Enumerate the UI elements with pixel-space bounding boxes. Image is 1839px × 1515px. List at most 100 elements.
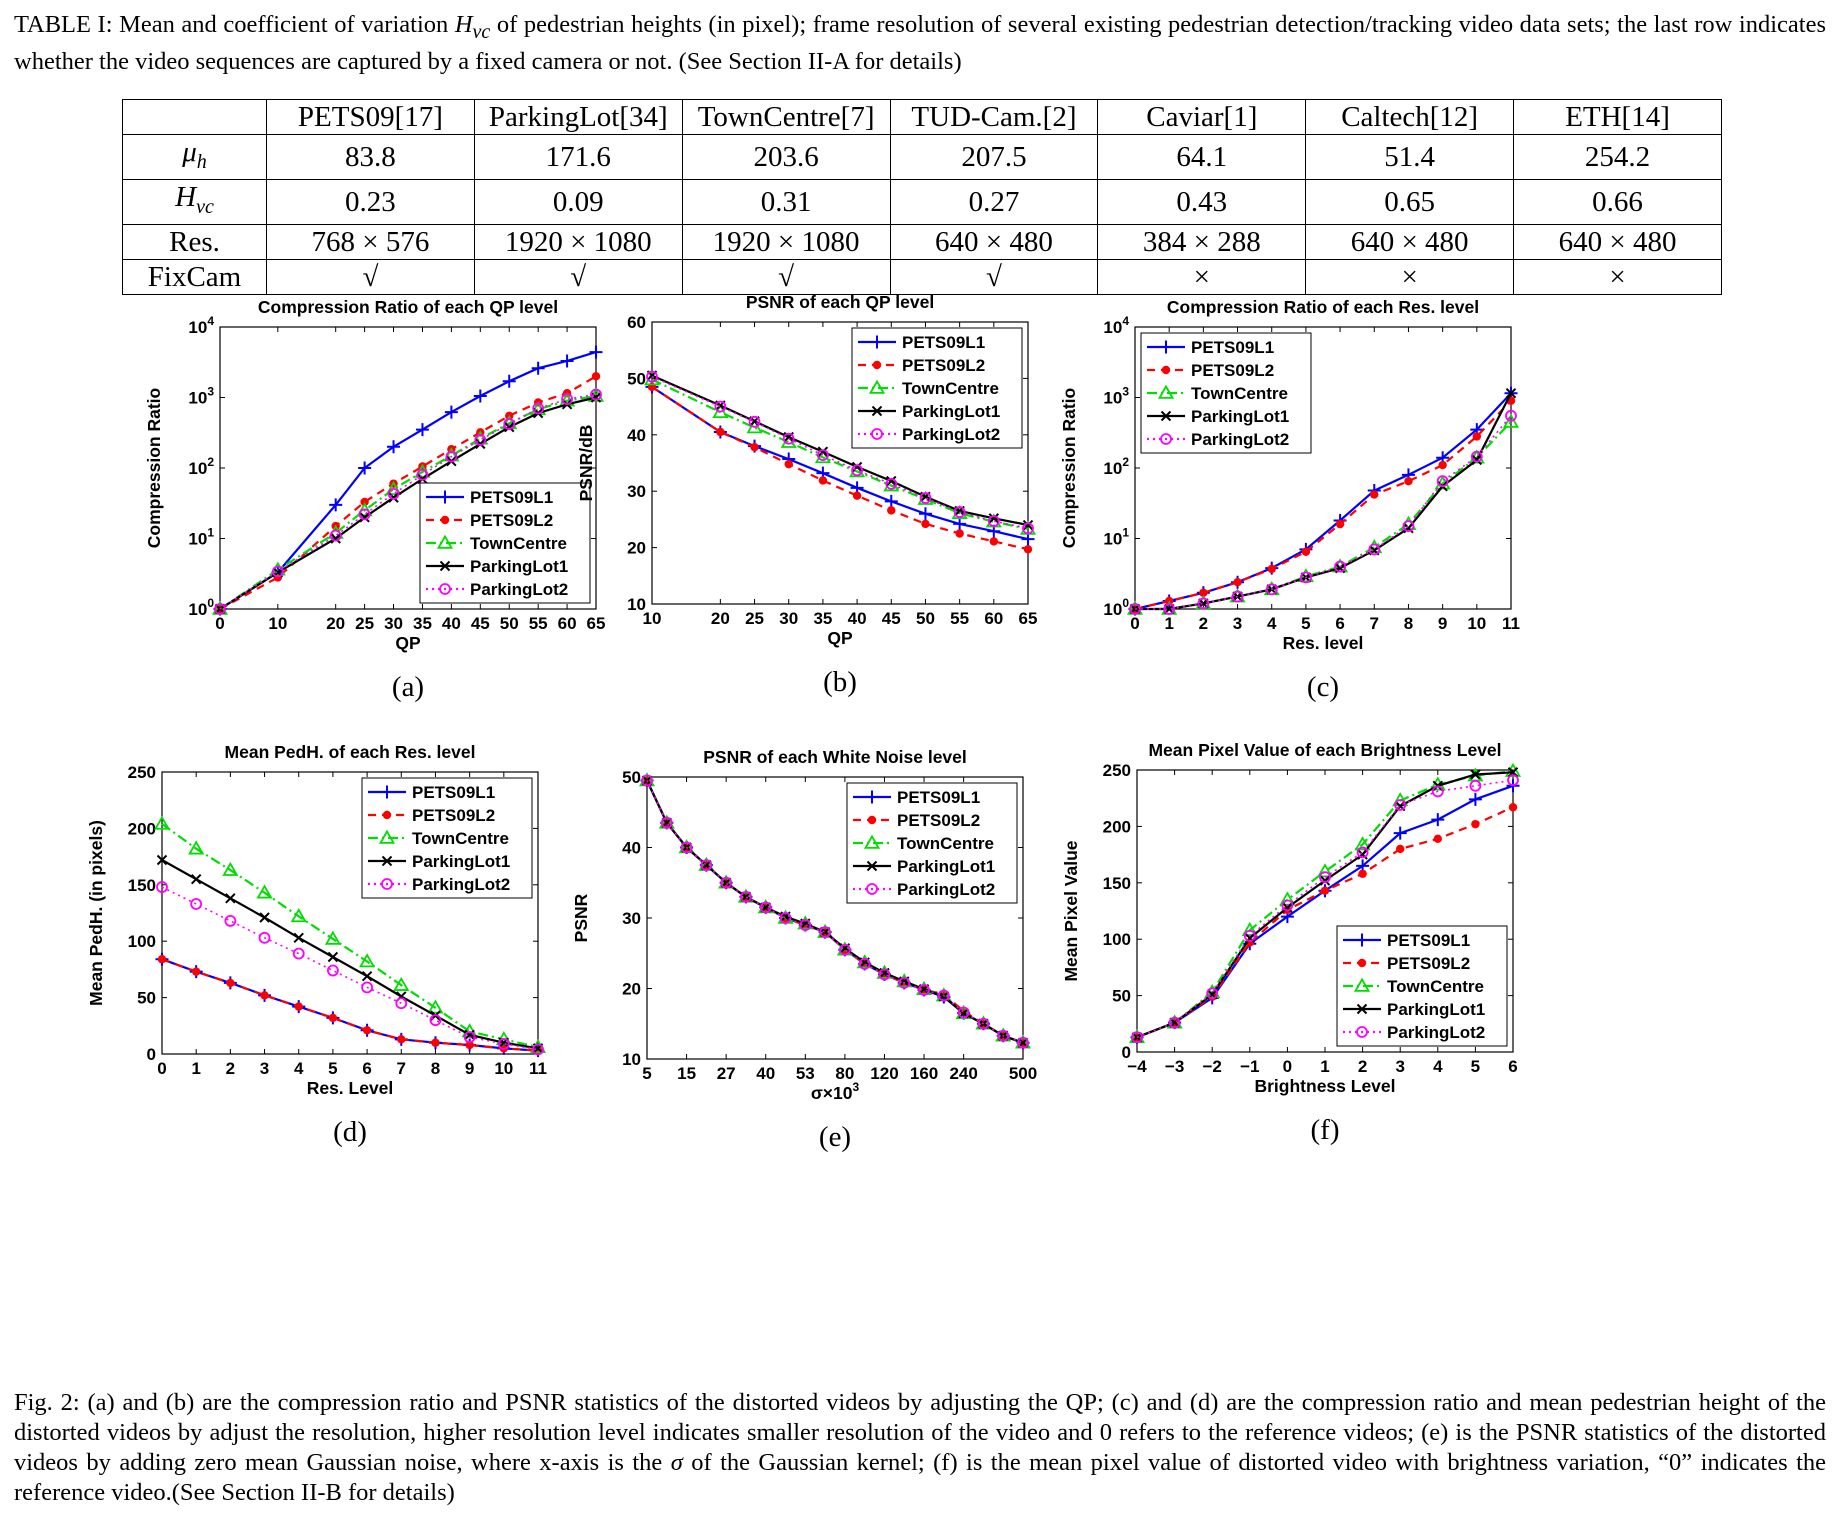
data-point xyxy=(1356,846,1369,859)
data-point xyxy=(497,1037,510,1050)
table-cell: × xyxy=(1305,258,1515,295)
table-cell: 1920 × 1080 xyxy=(473,223,683,260)
data-point xyxy=(259,912,270,923)
svg-text:ParkingLot1: ParkingLot1 xyxy=(897,857,995,876)
legend-item: ParkingLot2 xyxy=(1147,430,1289,449)
data-point xyxy=(532,1043,544,1056)
svg-text:TownCentre: TownCentre xyxy=(897,834,994,853)
table-cell: 207.5 xyxy=(889,134,1099,180)
svg-text:ParkingLot2: ParkingLot2 xyxy=(897,880,995,899)
legend-item: PETS09L2 xyxy=(858,356,985,375)
column-header: PETS09[17] xyxy=(266,99,475,135)
y-tick-label: 104 xyxy=(188,314,214,337)
data-point xyxy=(271,565,284,578)
data-point xyxy=(748,415,761,428)
data-point xyxy=(1357,849,1368,860)
table-cell: 1920 × 1080 xyxy=(681,223,891,260)
x-tick-label: 10 xyxy=(494,1059,513,1078)
table-cell: 0.43 xyxy=(1097,178,1307,225)
data-point xyxy=(431,1038,440,1047)
table-cell: 640 × 480 xyxy=(1305,223,1515,260)
data-point xyxy=(750,443,759,452)
table-corner-cell xyxy=(122,99,267,135)
y-tick-label: 102 xyxy=(1103,455,1129,478)
x-tick-label: 5 xyxy=(1471,1057,1480,1076)
series-parkinglot2 xyxy=(1129,409,1517,615)
y-tick-label: 100 xyxy=(1103,596,1129,619)
x-tick-label: 25 xyxy=(745,609,764,628)
subfigure-label: (a) xyxy=(391,671,425,703)
data-point xyxy=(1197,597,1210,610)
svg-text:TownCentre: TownCentre xyxy=(1387,977,1484,996)
legend-item: PETS09L1 xyxy=(858,333,985,352)
y-axis-label: Compression Ratio xyxy=(1059,388,1079,548)
svg-text:PETS09L1: PETS09L1 xyxy=(1387,931,1470,950)
data-point xyxy=(1431,785,1444,798)
legend-item: ParkingLot2 xyxy=(426,580,568,599)
data-point xyxy=(1265,583,1278,596)
data-point xyxy=(358,508,371,521)
x-tick-label: 30 xyxy=(384,614,403,633)
data-point xyxy=(290,908,307,923)
figure-caption-text-rest: of the Gaussian kernel; (f) is the mean … xyxy=(14,1449,1827,1506)
data-point xyxy=(1320,886,1330,895)
data-point xyxy=(1468,792,1482,806)
data-point xyxy=(445,450,458,463)
data-point xyxy=(937,989,950,1002)
y-tick-label: 200 xyxy=(1103,817,1131,836)
data-point xyxy=(387,440,401,454)
data-point xyxy=(1319,875,1331,886)
table-cell: √ xyxy=(681,258,891,295)
x-tick-label: 9 xyxy=(465,1059,474,1078)
legend-item: PETS09L2 xyxy=(1343,954,1470,973)
x-tick-label: 4 xyxy=(294,1059,304,1078)
y-tick-label: 200 xyxy=(128,819,156,838)
series-line xyxy=(161,823,539,1049)
legend-item: PETS09L2 xyxy=(1147,361,1274,380)
x-tick-label: 2 xyxy=(1358,1057,1367,1076)
svg-text:TownCentre: TownCentre xyxy=(470,534,567,553)
y-tick-label: 0 xyxy=(1122,1043,1131,1062)
svg-text:PETS09L1: PETS09L1 xyxy=(470,488,553,507)
data-point xyxy=(503,418,516,430)
data-point xyxy=(1129,603,1141,615)
legend: PETS09L1 PETS09L2 TownCentre ParkingLot1 Par… xyxy=(361,777,533,899)
data-point xyxy=(1436,475,1449,488)
data-point xyxy=(361,970,373,982)
table-cell: 384 × 288 xyxy=(1097,223,1307,260)
row-header: FixCam xyxy=(122,258,267,295)
x-tick-label: 2 xyxy=(1199,614,1208,633)
y-tick-label: 40 xyxy=(622,839,641,858)
data-point xyxy=(720,876,733,889)
legend-item: TownCentre xyxy=(426,534,567,553)
table-caption: TABLE I: Mean and coefficient of variati… xyxy=(14,10,1826,77)
svg-text:ParkingLot1: ParkingLot1 xyxy=(470,557,568,576)
y-tick-label: 40 xyxy=(627,426,646,445)
data-point xyxy=(851,461,863,473)
x-tick-label: 0 xyxy=(1283,1057,1292,1076)
subfigure-label: (b) xyxy=(823,666,857,698)
data-point xyxy=(1370,490,1379,499)
subfigure-label: (f) xyxy=(1310,1114,1340,1146)
data-point xyxy=(1508,803,1518,812)
x-tick-label: 5 xyxy=(1301,614,1310,633)
data-point xyxy=(589,345,603,359)
x-tick-label: 1 xyxy=(1320,1057,1329,1076)
data-point xyxy=(1017,1037,1029,1048)
legend-item: ParkingLot2 xyxy=(1343,1023,1485,1042)
svg-text:PETS09L2: PETS09L2 xyxy=(470,511,553,530)
data-point xyxy=(1404,476,1413,486)
data-point xyxy=(953,517,967,531)
series-pets09l2 xyxy=(647,382,1033,554)
x-tick-label: 30 xyxy=(779,609,798,628)
x-tick-label: 7 xyxy=(397,1059,406,1078)
svg-text:ParkingLot2: ParkingLot2 xyxy=(902,425,1000,444)
svg-text:PETS09L1: PETS09L1 xyxy=(1191,338,1274,357)
table-cell: 51.4 xyxy=(1305,134,1515,180)
series-line xyxy=(219,351,597,610)
x-tick-label: −3 xyxy=(1165,1057,1184,1076)
plot-area xyxy=(161,771,539,1055)
legend: PETS09L1 PETS09L2 TownCentre ParkingLot1 Par… xyxy=(851,327,1023,449)
x-tick-label: 11 xyxy=(529,1059,547,1078)
svg-text:PETS09L1: PETS09L1 xyxy=(412,783,495,802)
